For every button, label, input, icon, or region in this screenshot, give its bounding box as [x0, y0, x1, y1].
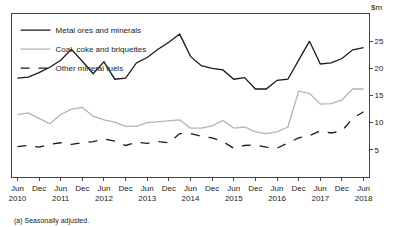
svg-text:Dec: Dec — [162, 184, 176, 193]
svg-text:Dec: Dec — [335, 184, 349, 193]
svg-text:Jun2013: Jun2013 — [138, 184, 156, 203]
svg-text:5: 5 — [375, 146, 380, 155]
svg-text:$m: $m — [371, 3, 382, 12]
svg-text:20: 20 — [375, 64, 384, 73]
svg-text:Dec: Dec — [118, 184, 132, 193]
svg-text:15: 15 — [375, 91, 384, 100]
svg-text:10: 10 — [375, 118, 384, 127]
svg-text:Coal, coke and briquettes: Coal, coke and briquettes — [56, 45, 147, 54]
svg-text:Dec: Dec — [248, 184, 262, 193]
svg-text:Jun2016: Jun2016 — [268, 184, 286, 203]
svg-text:25: 25 — [375, 37, 384, 46]
svg-text:Jun2010: Jun2010 — [9, 184, 27, 203]
svg-text:Metal ores and minerals: Metal ores and minerals — [56, 26, 141, 35]
svg-text:Dec: Dec — [292, 184, 306, 193]
svg-text:Jun2017: Jun2017 — [311, 184, 329, 203]
svg-text:Dec: Dec — [205, 184, 219, 193]
svg-text:Dec: Dec — [32, 184, 46, 193]
svg-text:Jun2018: Jun2018 — [355, 184, 373, 203]
svg-text:Jun2015: Jun2015 — [225, 184, 243, 203]
svg-text:Jun2011: Jun2011 — [52, 184, 70, 203]
svg-text:Jun2014: Jun2014 — [182, 184, 200, 203]
svg-text:Jun2012: Jun2012 — [95, 184, 113, 203]
svg-text:Other mineral fuels: Other mineral fuels — [56, 64, 124, 73]
svg-text:Dec: Dec — [75, 184, 89, 193]
svg-text:(a) Seasonally adjusted.: (a) Seasonally adjusted. — [14, 217, 89, 225]
